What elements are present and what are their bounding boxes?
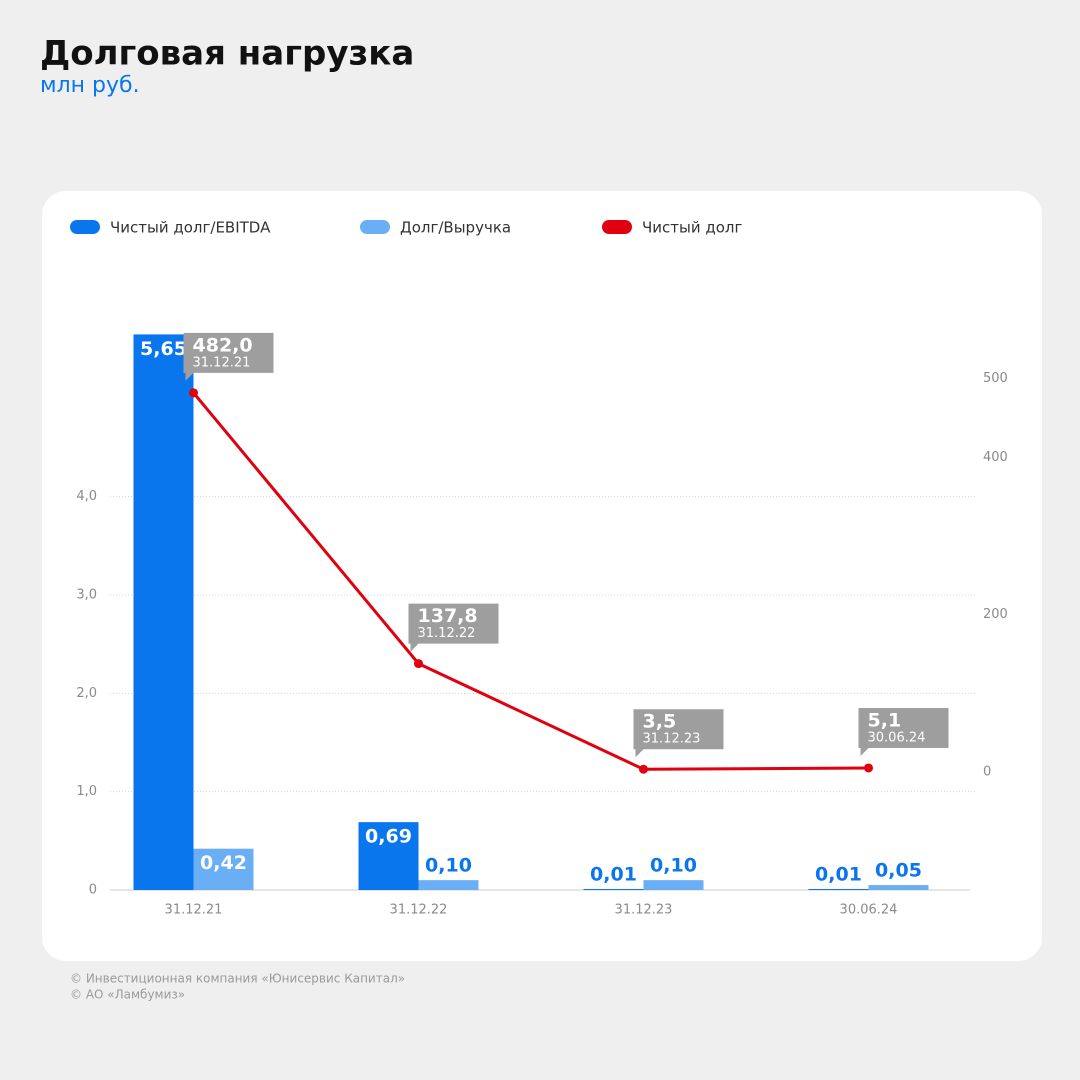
bar [358, 822, 419, 890]
callout [633, 709, 724, 758]
bar-value-label: 0,10 [425, 855, 472, 877]
line-value-label: 5,1 [868, 709, 902, 731]
line-value-label: 137,8 [418, 605, 478, 627]
x-tick-label: 31.12.21 [165, 903, 223, 918]
footer: © АО «Ламбумиз» [70, 988, 185, 1002]
line-date-label: 30.06.24 [868, 730, 926, 745]
y2-tick-label: 0 [983, 765, 991, 780]
legend-swatch [70, 220, 100, 234]
line-point [864, 763, 873, 773]
bar-value-label: 0,01 [815, 864, 862, 886]
bar [193, 848, 254, 890]
y-tick-label: 0 [89, 883, 97, 898]
chart-subtitle: млн руб. [40, 73, 140, 98]
bar [868, 885, 929, 890]
bar-value-label: 0,01 [590, 864, 637, 886]
legend-swatch [360, 220, 390, 234]
bar-value-label: 0,42 [200, 852, 247, 874]
line-value-label: 3,5 [643, 711, 677, 733]
bar [808, 889, 869, 891]
bar [133, 334, 194, 891]
line-point [639, 764, 648, 774]
bar [643, 880, 704, 890]
line-date-label: 31.12.22 [418, 626, 476, 641]
legend-label: Долг/Выручка [400, 219, 511, 237]
line-date-label: 31.12.23 [643, 732, 701, 747]
chart-title: Долговая нагрузка [40, 34, 414, 74]
y2-tick-label: 500 [983, 371, 1008, 386]
legend-swatch [602, 220, 632, 234]
bar [418, 880, 479, 890]
callout [408, 603, 499, 652]
callout [858, 707, 949, 756]
line [192, 391, 869, 771]
callout [183, 332, 274, 381]
x-tick-label: 31.12.23 [615, 903, 673, 918]
y2-tick-label: 400 [983, 450, 1008, 465]
legend-label: Чистый долг [642, 219, 743, 237]
bar-value-label: 0,05 [875, 860, 922, 882]
x-tick-label: 30.06.24 [840, 903, 898, 918]
line-date-label: 31.12.21 [193, 355, 251, 370]
y-tick-label: 4,0 [76, 489, 97, 504]
y-tick-label: 1,0 [76, 784, 97, 799]
line-point [414, 659, 423, 669]
y-tick-label: 3,0 [76, 588, 97, 603]
y2-tick-label: 200 [983, 607, 1008, 622]
line-value-label: 482,0 [193, 334, 253, 356]
footer: © Инвестиционная компания «Юнисервис Кап… [70, 972, 405, 986]
bar-value-label: 0,10 [650, 855, 697, 877]
bar-value-label: 5,65 [140, 338, 187, 360]
bar [583, 889, 644, 891]
x-tick-label: 31.12.22 [390, 903, 448, 918]
line-point [189, 388, 198, 398]
y-tick-label: 2,0 [76, 686, 97, 701]
bar-value-label: 0,69 [365, 826, 412, 848]
legend-label: Чистый долг/EBITDA [110, 219, 271, 237]
